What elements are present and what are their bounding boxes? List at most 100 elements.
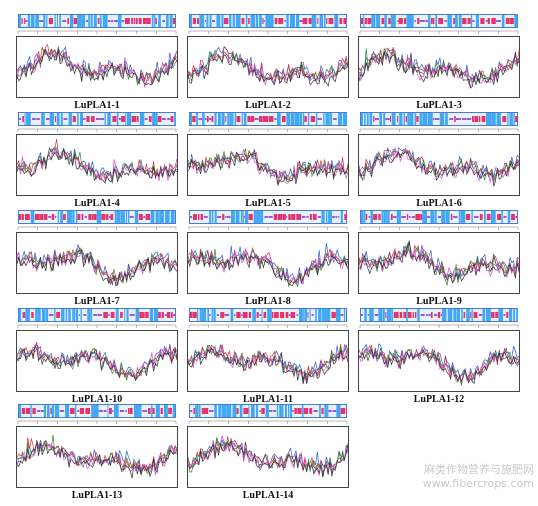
structure-segment (479, 214, 483, 220)
structure-segment (37, 410, 41, 412)
secondary-structure-bar (360, 112, 518, 126)
structure-segment (481, 116, 486, 122)
structure-segment (274, 18, 278, 24)
structure-segment (390, 116, 391, 122)
structure-segment (59, 15, 61, 27)
structure-segment (406, 15, 412, 27)
profile-plot (188, 135, 348, 195)
structure-segment (260, 211, 264, 223)
structure-segment (65, 405, 70, 417)
structure-segment (34, 214, 40, 220)
structure-segment (302, 113, 305, 125)
structure-segment (69, 15, 74, 27)
structure-segment (398, 113, 400, 125)
structure-segment (406, 309, 408, 321)
profile-plot (188, 427, 348, 487)
structure-segment (235, 15, 241, 27)
profile-plot (359, 233, 519, 293)
structure-segment (430, 211, 435, 223)
panel-label: LuPLA1-4 (74, 198, 120, 209)
profile-series-line (188, 252, 348, 286)
structure-segment (197, 18, 200, 24)
structure-segment (404, 18, 407, 24)
structure-segment (31, 15, 35, 27)
structure-segment (503, 216, 507, 218)
structure-segment (116, 113, 119, 125)
structure-segment (121, 116, 126, 122)
secondary-structure-bar (189, 14, 347, 28)
panel-label: LuPLA1-11 (242, 394, 293, 405)
structure-segment (247, 116, 251, 122)
structure-segment (273, 410, 277, 412)
structure-segment (363, 211, 366, 223)
structure-segment (310, 116, 316, 122)
profile-series-line (188, 248, 348, 283)
structure-segment (196, 113, 198, 125)
structure-segment (376, 15, 381, 27)
structure-segment (307, 113, 310, 125)
structure-segment (335, 216, 338, 218)
structure-segment (274, 312, 279, 318)
structure-segment (131, 18, 134, 24)
structure-segment (430, 312, 433, 318)
structure-segment (340, 408, 345, 414)
structure-segment (299, 20, 303, 22)
structure-segment (121, 20, 125, 22)
structure-segment (411, 15, 414, 27)
structure-segment (236, 408, 239, 414)
structure-segment (151, 405, 153, 417)
structure-segment (136, 116, 139, 122)
structure-segment (259, 314, 262, 316)
secondary-structure-bar (18, 308, 176, 322)
structure-segment (250, 15, 256, 27)
structure-segment (134, 405, 139, 417)
structure-segment (114, 211, 117, 223)
structure-segment (197, 309, 199, 321)
structure-segment (365, 214, 368, 220)
panel-luplA1-1: LuPLA1-1 (16, 14, 178, 116)
structure-segment (75, 211, 78, 223)
structure-segment (245, 15, 248, 27)
structure-segment (285, 312, 289, 318)
structure-segment (21, 408, 25, 414)
structure-segment (172, 405, 175, 417)
structure-segment (72, 211, 75, 223)
structure-segment (412, 312, 414, 318)
profile-plot (17, 233, 177, 293)
structure-segment (374, 118, 379, 120)
structure-segment (291, 214, 296, 220)
structure-segment (315, 309, 317, 321)
structure-segment (209, 211, 211, 223)
panel-label: LuPLA1-13 (71, 490, 123, 501)
structure-segment (107, 113, 111, 125)
structure-segment (383, 211, 386, 223)
structure-segment (216, 15, 221, 27)
structure-segment (108, 216, 111, 218)
structure-segment (405, 116, 407, 122)
structure-segment (309, 408, 313, 414)
profile-series-line (188, 150, 348, 186)
structure-segment (241, 314, 243, 316)
structure-segment (367, 18, 372, 24)
structure-segment (255, 405, 258, 417)
structure-segment (461, 309, 463, 321)
structure-segment (36, 118, 40, 120)
structure-segment (126, 309, 129, 321)
structure-segment (366, 113, 369, 125)
structure-segment (61, 309, 65, 321)
plot-frame (16, 330, 178, 392)
structure-segment (22, 116, 24, 122)
structure-segment (201, 408, 204, 414)
structure-segment (361, 314, 364, 316)
profile-series-line (17, 250, 177, 285)
structure-segment (456, 309, 460, 321)
structure-segment (317, 216, 321, 218)
structure-segment (56, 113, 60, 125)
structure-segment (336, 405, 341, 417)
structure-segment (304, 309, 308, 321)
profile-series-line (359, 240, 519, 282)
structure-segment (133, 18, 136, 24)
structure-segment (57, 211, 60, 223)
structure-segment (505, 18, 510, 24)
structure-segment (311, 15, 317, 27)
